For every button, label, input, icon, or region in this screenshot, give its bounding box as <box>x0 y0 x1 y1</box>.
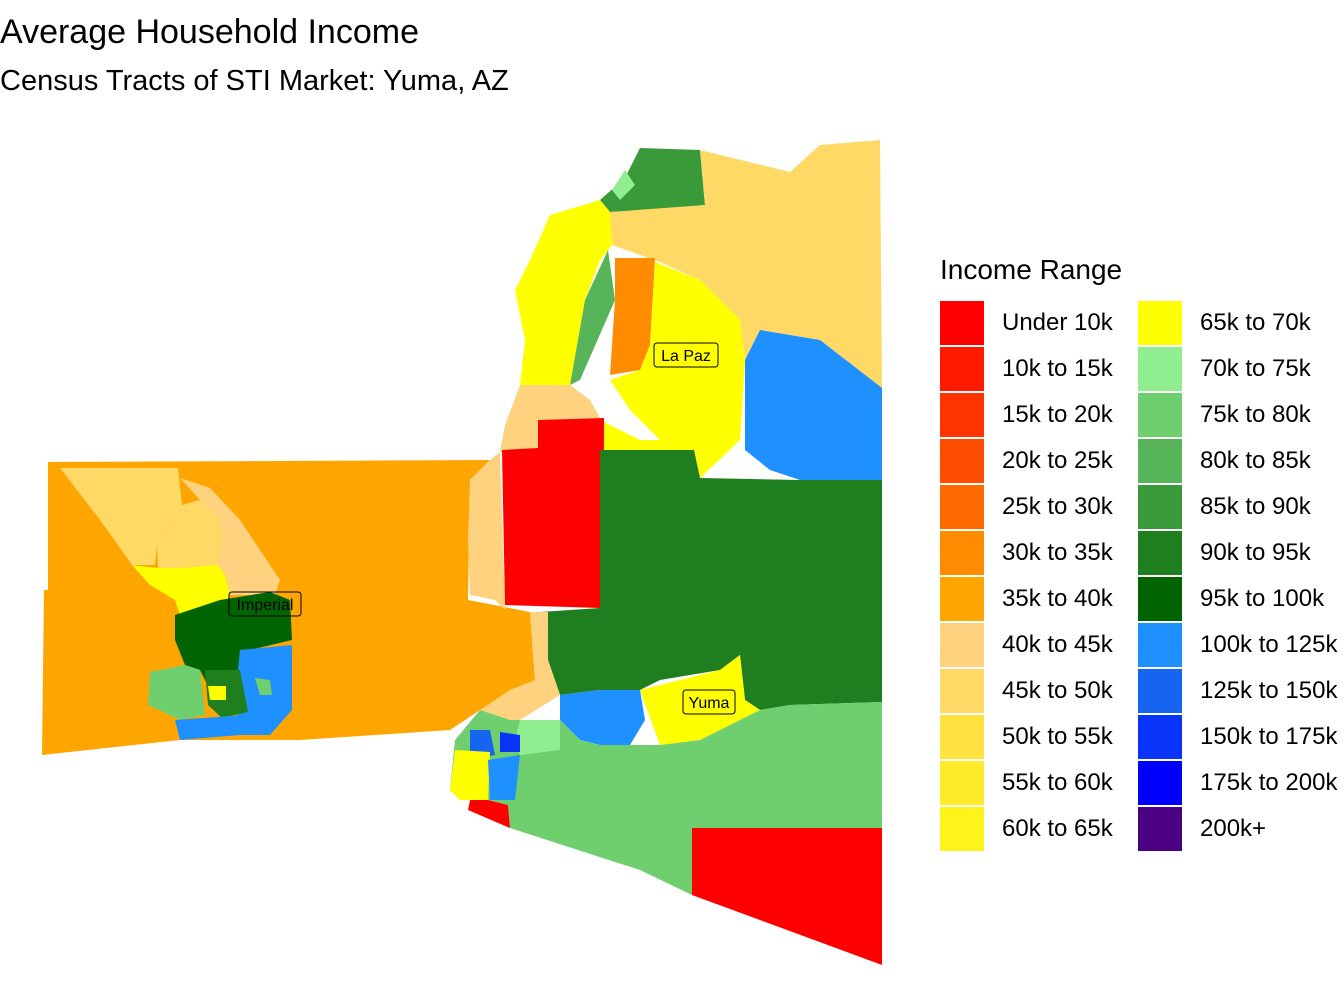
legend-swatch <box>940 807 984 851</box>
legend-swatch <box>1138 531 1182 575</box>
legend-swatch <box>940 347 984 391</box>
tract <box>208 686 226 700</box>
county-label-la-paz-text: La Paz <box>661 348 711 365</box>
legend-label: 80k to 85k <box>1200 447 1311 474</box>
legend-swatch <box>1138 439 1182 483</box>
legend-swatch <box>1138 807 1182 851</box>
tract <box>480 612 560 720</box>
legend-label: 95k to 100k <box>1200 585 1325 612</box>
legend-label: 40k to 45k <box>1002 631 1113 658</box>
legend-label: 25k to 30k <box>1002 493 1113 520</box>
legend-label: 100k to 125k <box>1200 631 1338 658</box>
tract <box>640 655 760 745</box>
tract <box>515 720 560 755</box>
tract <box>600 148 705 212</box>
legend-swatch <box>940 485 984 529</box>
tract <box>255 678 272 695</box>
tract <box>502 418 604 608</box>
tract <box>570 250 615 385</box>
tract <box>692 828 882 965</box>
legend-swatch <box>940 439 984 483</box>
legend-swatch <box>1138 715 1182 759</box>
legend-label: 45k to 50k <box>1002 677 1113 704</box>
legend-swatch <box>1138 393 1182 437</box>
tract <box>610 140 882 388</box>
county-label-imperial: Imperial <box>228 591 302 617</box>
tract <box>500 732 520 752</box>
la-paz-county-tracts <box>500 140 882 480</box>
legend-label: 35k to 40k <box>1002 585 1113 612</box>
county-label-la-paz: La Paz <box>653 342 719 368</box>
tract <box>540 450 882 710</box>
legend-swatch <box>1138 669 1182 713</box>
tract <box>515 200 612 390</box>
legend-label: 50k to 55k <box>1002 723 1113 750</box>
tract <box>610 258 655 375</box>
tract <box>157 500 222 568</box>
yuma-county-tracts <box>450 418 882 965</box>
tract <box>500 385 600 452</box>
legend-label: 75k to 80k <box>1200 401 1311 428</box>
legend-swatch <box>1138 761 1182 805</box>
tract <box>450 750 490 800</box>
legend-label: 10k to 15k <box>1002 355 1113 382</box>
legend-label: 20k to 25k <box>1002 447 1113 474</box>
map-title: Average Household Income <box>0 13 419 51</box>
county-label-yuma-text: Yuma <box>689 695 730 712</box>
legend-title: Income Range <box>940 254 1123 285</box>
imperial-county-tracts <box>42 460 535 755</box>
county-label-yuma: Yuma <box>682 689 736 715</box>
legend-label: 150k to 175k <box>1200 723 1338 750</box>
tract <box>175 715 245 740</box>
map-subtitle: Census Tracts of STI Market: Yuma, AZ <box>0 65 509 97</box>
legend-label: 200k+ <box>1200 815 1267 842</box>
legend-swatch <box>940 577 984 621</box>
tract <box>148 665 205 720</box>
legend-swatch <box>1138 623 1182 667</box>
tract <box>612 170 635 200</box>
legend-label: 125k to 150k <box>1200 677 1338 704</box>
tract <box>180 478 280 595</box>
legend-label: 65k to 70k <box>1200 309 1311 336</box>
legend-label: 60k to 65k <box>1002 815 1113 842</box>
legend-swatch <box>1138 577 1182 621</box>
legend-label: 15k to 20k <box>1002 401 1113 428</box>
tract <box>560 690 645 745</box>
tract <box>132 565 230 615</box>
tract <box>468 452 505 610</box>
tract <box>745 330 882 480</box>
tract <box>488 755 520 800</box>
tract <box>205 670 248 718</box>
tract <box>468 800 510 828</box>
legend-swatch <box>1138 485 1182 529</box>
income-legend: Under 10k 10k to 15k 15k to 20k 20k to 25k 2… <box>940 300 1344 852</box>
legend-label: 70k to 75k <box>1200 355 1311 382</box>
tract <box>600 262 745 478</box>
legend-label: 30k to 35k <box>1002 539 1113 566</box>
legend-swatch <box>940 393 984 437</box>
legend-swatch <box>940 669 984 713</box>
legend-label: 55k to 60k <box>1002 769 1113 796</box>
legend-swatch <box>940 623 984 667</box>
legend-label: Under 10k <box>1002 309 1113 336</box>
legend-swatch <box>1138 347 1182 391</box>
tract <box>60 468 182 565</box>
county-label-imperial-text: Imperial <box>237 597 294 614</box>
legend-label: 175k to 200k <box>1200 769 1338 796</box>
legend-label: 85k to 90k <box>1200 493 1311 520</box>
legend-swatch <box>940 301 984 345</box>
legend-swatch <box>1138 301 1182 345</box>
legend-swatch <box>940 531 984 575</box>
legend-label: 90k to 95k <box>1200 539 1311 566</box>
legend-swatch <box>940 761 984 805</box>
legend-swatch <box>940 715 984 759</box>
